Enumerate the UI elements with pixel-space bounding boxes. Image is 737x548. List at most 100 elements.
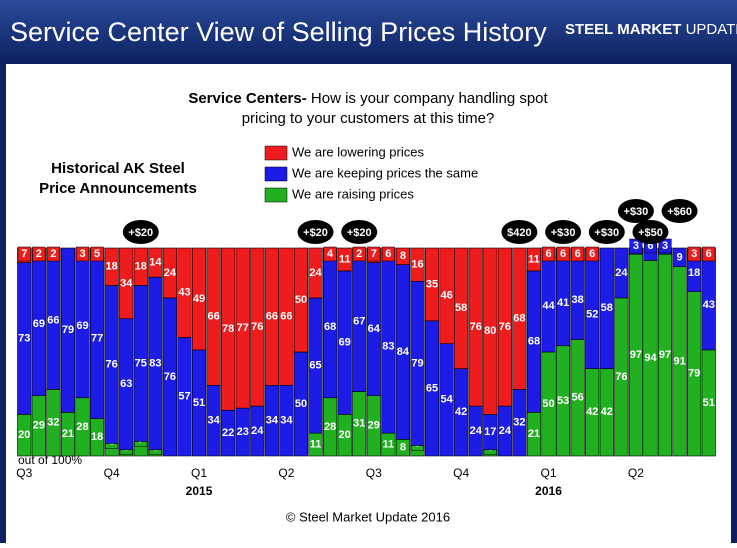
data-label: 76 [499,321,511,333]
data-label: 8 [400,442,406,454]
data-label: 76 [106,358,118,370]
data-label: 22 [222,427,234,439]
announcement-badge [341,220,378,244]
data-label: 80 [484,325,496,337]
question-lead: Service Centers- [188,90,306,107]
data-label: 34 [120,277,133,289]
data-label: 38 [572,294,584,306]
bar-segment [512,247,527,390]
data-label: 51 [193,397,205,409]
data-label: 66 [207,311,219,323]
data-label: 56 [572,392,584,404]
question: Service Centers- How is your company han… [188,90,548,107]
legend-swatch [264,166,288,182]
data-label: 68 [513,313,525,325]
data-label: 6 [647,240,653,252]
data-label: 9 [677,251,683,263]
data-label: 32 [513,417,525,429]
data-label: 20 [18,429,30,441]
data-label: 69 [33,318,45,330]
data-label: 7 [371,248,377,260]
data-label: 76 [164,371,176,383]
data-label: 42 [586,406,598,418]
x-tick-label: Q3 [366,466,382,480]
x-tick-label: Q3 [16,466,32,480]
data-label: 68 [528,336,540,348]
data-label: 50 [295,294,307,306]
data-label: 97 [659,349,671,361]
bar-segment [395,247,410,265]
data-label: 43 [703,299,715,311]
axis-note: out of 100% [18,453,82,467]
data-label: 66 [47,315,59,327]
year-label: 2016 [535,484,562,498]
logo: STEEL MARKET UPDATE [565,21,737,38]
bar-segment [250,247,265,407]
data-label: 50 [542,398,554,410]
data-label: 66 [266,311,278,323]
data-label: 17 [484,426,496,438]
data-label: 24 [164,267,177,279]
bar-segment [133,247,148,286]
data-label: 76 [615,371,627,383]
data-label: 65 [426,382,438,394]
data-label: 67 [353,316,365,328]
data-label: 31 [353,418,365,430]
bar-segment [672,247,687,268]
announcement-badge [545,220,582,244]
data-label: 51 [703,397,715,409]
data-label: 2 [50,248,56,260]
data-label: 76 [470,321,482,333]
bar-segment [293,247,309,353]
bar-segment [439,247,454,344]
legend-swatch [264,145,288,161]
data-label: 78 [222,323,234,335]
data-label: 16 [411,259,423,271]
data-label: 79 [62,324,74,336]
question-line: How is your company handling spot [311,90,549,107]
label-bg [687,246,701,262]
data-label: 24 [615,267,628,279]
side-title: Price Announcements [39,180,197,197]
label-bg [90,246,104,262]
announcement-badge [588,220,625,244]
data-label: 94 [644,352,657,364]
question-line: pricing to your customers at this time? [242,110,495,127]
data-label: 75 [135,357,147,369]
announcement-label: +$30 [594,227,619,239]
data-label: 20 [339,429,351,441]
data-label: 6 [575,248,581,260]
data-label: 76 [251,321,263,333]
data-label: 3 [633,240,639,252]
announcement-label: +$50 [638,227,663,239]
announcement-label: $420 [507,227,531,239]
data-label: 66 [280,311,292,323]
data-label: 3 [79,248,85,260]
data-label: 11 [383,438,395,450]
bar-segment [483,247,498,415]
data-label: 42 [455,406,467,418]
label-bg [542,246,556,262]
data-label: 21 [62,428,74,440]
data-label: 3 [691,248,697,260]
legend-swatch [264,187,288,203]
data-label: 2 [356,248,362,260]
data-label: 24 [499,425,512,437]
label-bg [585,246,599,262]
announcement-label: +$20 [128,227,153,239]
bar-segment [162,247,177,299]
data-label: 34 [280,415,293,427]
announcement-badge [661,199,698,223]
bar-segment [148,247,163,278]
data-label: 34 [207,415,220,427]
data-label: 50 [295,398,307,410]
data-label: 83 [149,357,161,369]
label-bg [32,246,46,262]
data-label: 44 [542,300,555,312]
data-label: 6 [560,248,566,260]
bar-segment [497,247,512,407]
data-label: 18 [688,267,700,279]
data-label: 63 [120,378,132,390]
data-label: 11 [339,253,351,265]
